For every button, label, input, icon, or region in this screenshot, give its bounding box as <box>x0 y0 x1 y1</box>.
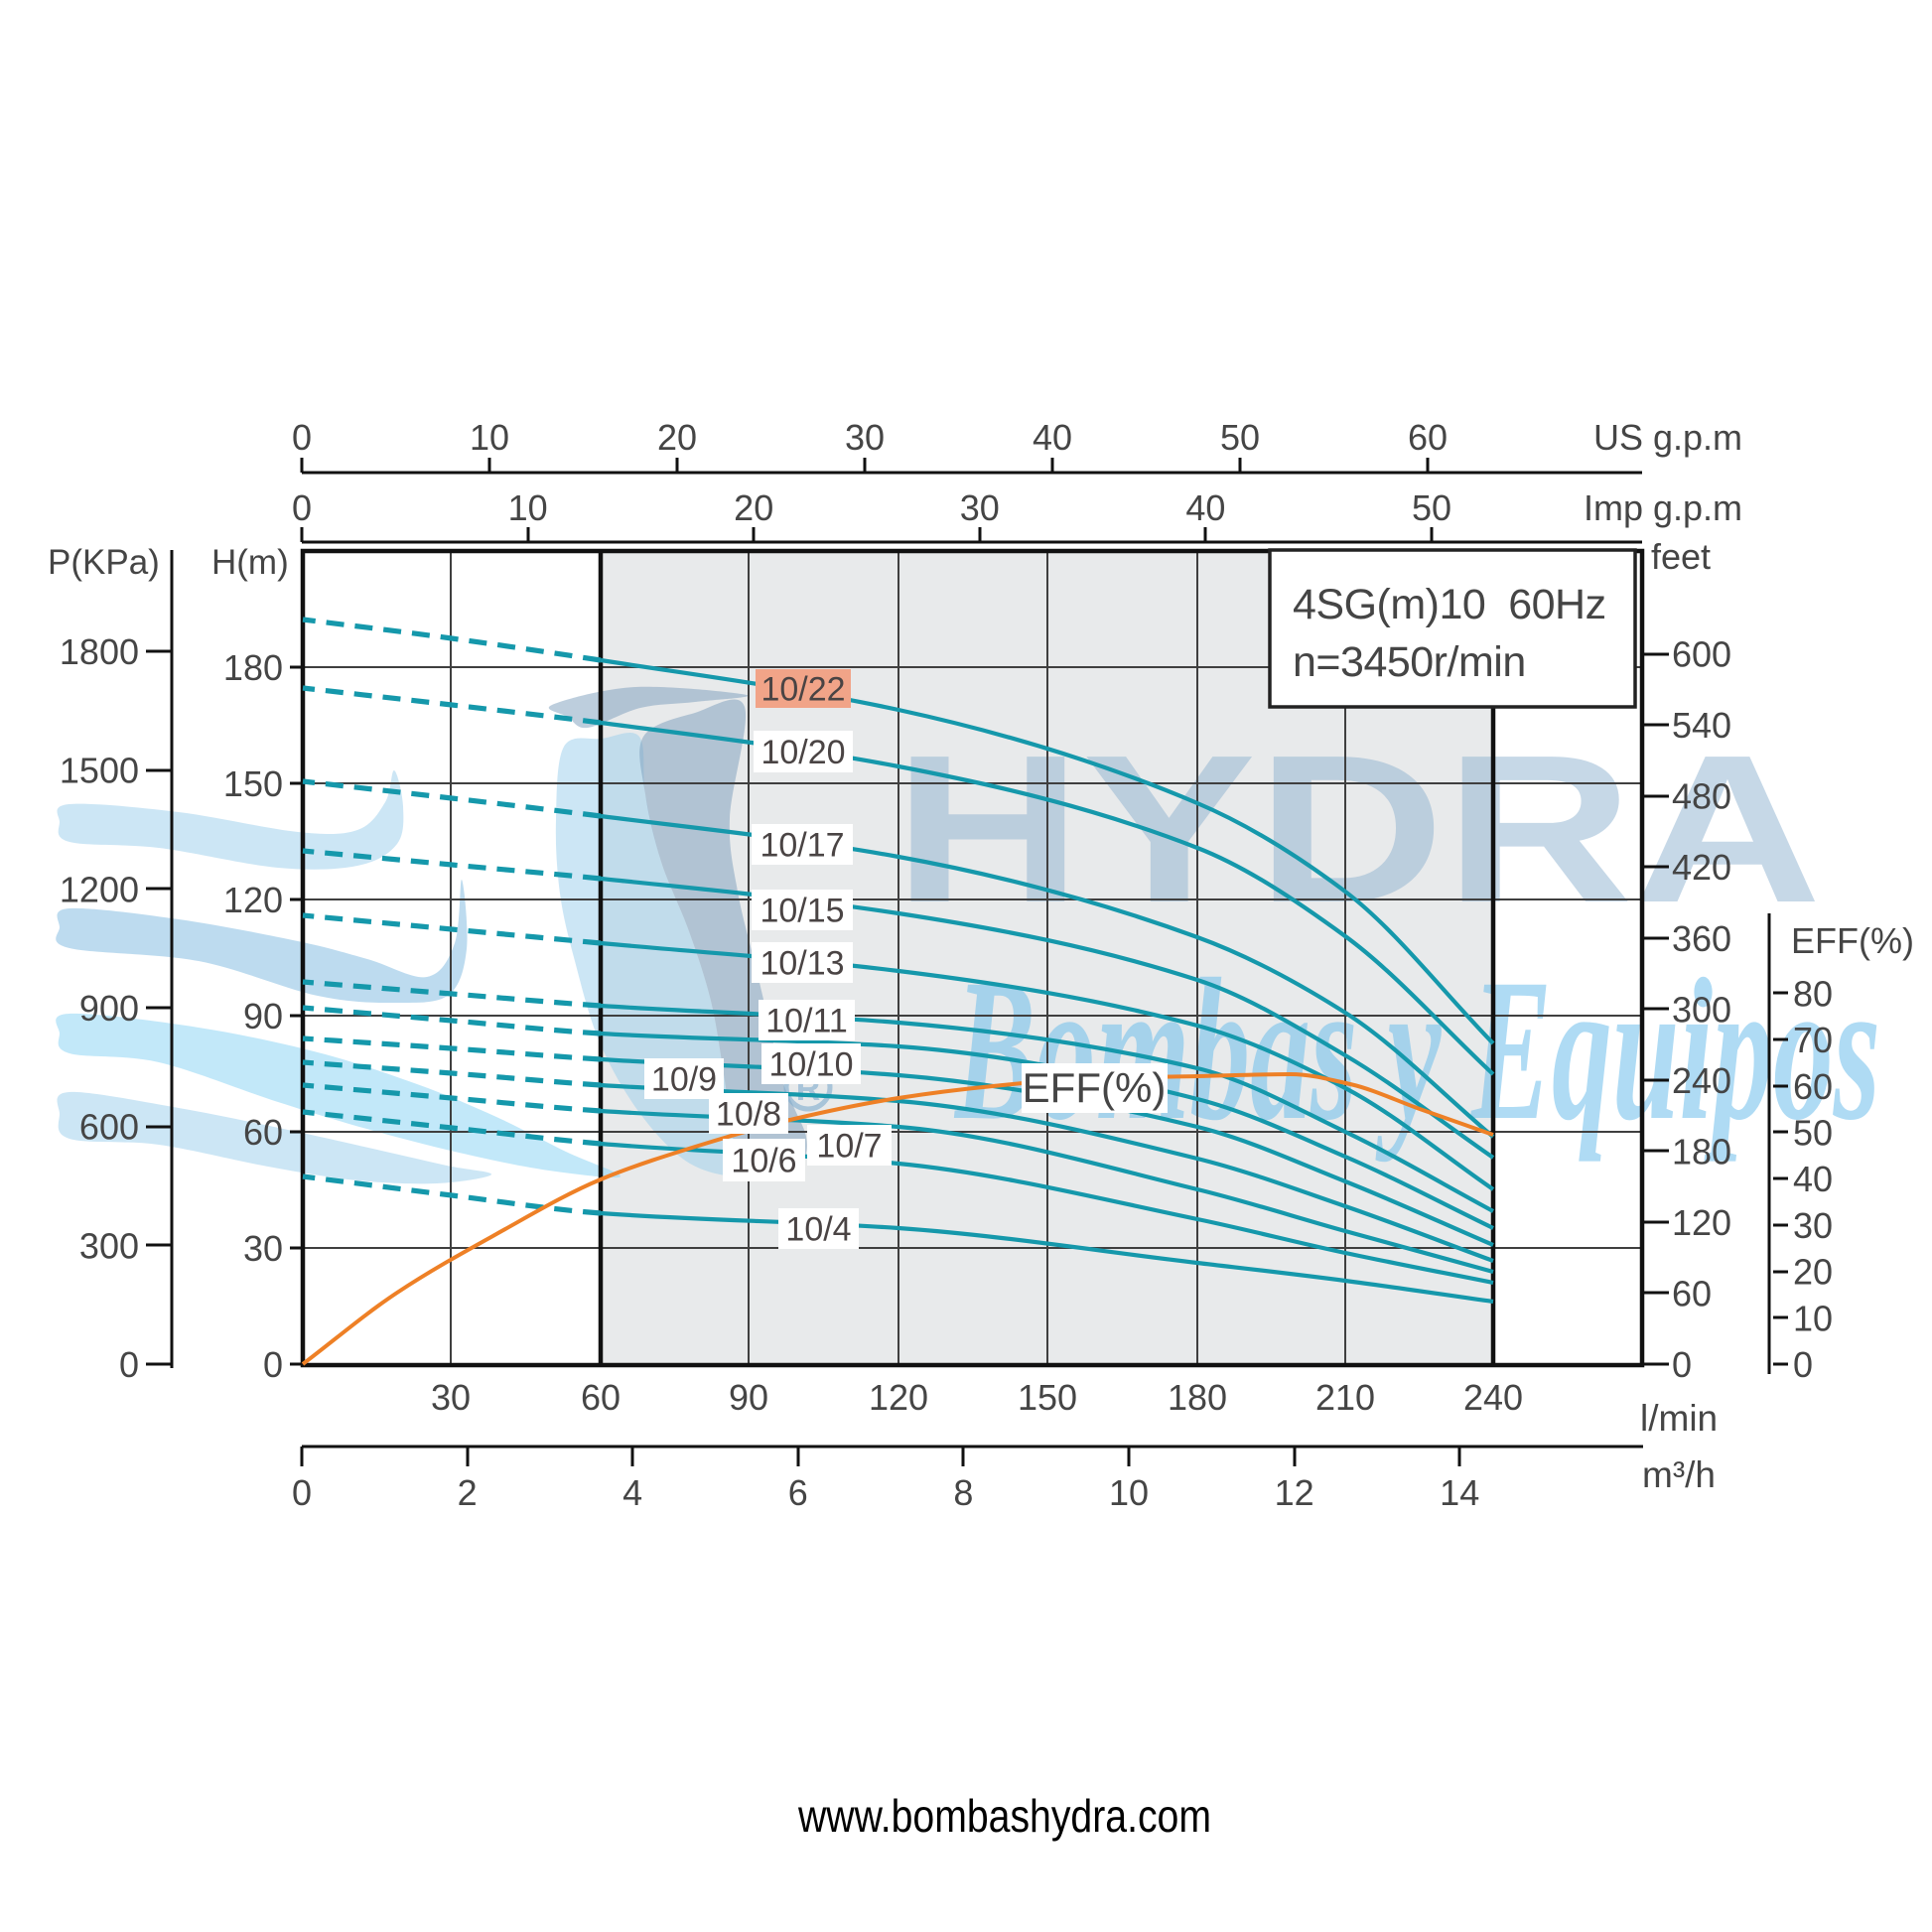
svg-text:40: 40 <box>1185 487 1225 528</box>
svg-text:0: 0 <box>292 487 312 528</box>
svg-text:10/17: 10/17 <box>759 827 844 865</box>
svg-text:10/4: 10/4 <box>785 1211 851 1249</box>
svg-text:12: 12 <box>1275 1472 1314 1513</box>
svg-text:10: 10 <box>508 487 548 528</box>
svg-text:m³/h: m³/h <box>1642 1454 1716 1495</box>
svg-text:10/20: 10/20 <box>760 734 845 771</box>
svg-text:EFF(%): EFF(%) <box>1791 920 1914 961</box>
svg-text:Imp g.p.m: Imp g.p.m <box>1584 487 1742 528</box>
svg-text:Bombas y Equipos: Bombas y Equipos <box>954 937 1880 1163</box>
svg-text:l/min: l/min <box>1640 1398 1718 1439</box>
svg-text:60: 60 <box>243 1112 283 1153</box>
svg-text:8: 8 <box>953 1472 973 1513</box>
svg-text:0: 0 <box>292 1472 312 1513</box>
svg-text:180: 180 <box>1168 1377 1227 1418</box>
svg-text:1500: 1500 <box>60 751 139 791</box>
svg-text:420: 420 <box>1672 847 1731 888</box>
svg-text:US g.p.m: US g.p.m <box>1593 417 1742 458</box>
svg-text:50: 50 <box>1220 417 1260 458</box>
svg-text:900: 900 <box>79 988 139 1029</box>
svg-text:300: 300 <box>79 1225 139 1266</box>
svg-text:feet: feet <box>1651 536 1711 577</box>
svg-text:14: 14 <box>1440 1472 1479 1513</box>
svg-text:50: 50 <box>1793 1113 1833 1154</box>
svg-text:10/13: 10/13 <box>759 945 844 983</box>
svg-text:www.bombashydra.com: www.bombashydra.com <box>797 1790 1211 1842</box>
svg-text:10/15: 10/15 <box>759 893 844 930</box>
svg-text:600: 600 <box>1672 634 1731 675</box>
svg-text:10/22: 10/22 <box>760 671 845 709</box>
svg-text:180: 180 <box>1672 1131 1731 1172</box>
svg-text:30: 30 <box>243 1228 283 1269</box>
svg-text:0: 0 <box>292 417 312 458</box>
svg-text:60: 60 <box>1408 417 1448 458</box>
svg-text:70: 70 <box>1793 1020 1833 1060</box>
svg-text:120: 120 <box>869 1377 928 1418</box>
svg-text:10: 10 <box>1109 1472 1149 1513</box>
svg-text:20: 20 <box>1793 1252 1833 1293</box>
svg-text:600: 600 <box>79 1107 139 1148</box>
svg-text:0: 0 <box>263 1344 283 1385</box>
svg-text:0: 0 <box>1672 1344 1692 1385</box>
svg-text:480: 480 <box>1672 776 1731 817</box>
svg-text:10/8: 10/8 <box>716 1096 781 1134</box>
svg-text:H(m): H(m) <box>211 543 289 582</box>
svg-text:120: 120 <box>223 880 283 920</box>
svg-text:6: 6 <box>788 1472 808 1513</box>
svg-text:0: 0 <box>1793 1344 1813 1385</box>
svg-text:10/10: 10/10 <box>768 1046 853 1084</box>
svg-text:10: 10 <box>1793 1298 1833 1338</box>
svg-text:300: 300 <box>1672 989 1731 1030</box>
svg-text:1200: 1200 <box>60 869 139 909</box>
svg-text:240: 240 <box>1672 1060 1731 1101</box>
svg-text:30: 30 <box>1793 1205 1833 1246</box>
svg-text:4: 4 <box>622 1472 642 1513</box>
svg-text:40: 40 <box>1033 417 1072 458</box>
svg-text:60: 60 <box>1672 1273 1712 1313</box>
svg-text:30: 30 <box>845 417 885 458</box>
svg-text:EFF(%): EFF(%) <box>1023 1064 1167 1111</box>
svg-text:20: 20 <box>734 487 773 528</box>
svg-text:n=3450r/min: n=3450r/min <box>1293 638 1526 686</box>
svg-text:10/7: 10/7 <box>816 1128 882 1166</box>
svg-text:210: 210 <box>1315 1377 1375 1418</box>
svg-text:60: 60 <box>1793 1066 1833 1107</box>
svg-text:10: 10 <box>470 417 509 458</box>
svg-text:360: 360 <box>1672 918 1731 959</box>
svg-text:60: 60 <box>581 1377 621 1418</box>
svg-text:10/9: 10/9 <box>651 1061 717 1099</box>
svg-text:10/11: 10/11 <box>765 1003 848 1040</box>
svg-text:150: 150 <box>223 763 283 804</box>
svg-text:1800: 1800 <box>60 631 139 672</box>
svg-text:4SG(m)10 60Hz: 4SG(m)10 60Hz <box>1293 581 1606 628</box>
svg-text:90: 90 <box>243 996 283 1036</box>
svg-text:80: 80 <box>1793 973 1833 1014</box>
svg-text:30: 30 <box>960 487 1000 528</box>
svg-text:240: 240 <box>1463 1377 1523 1418</box>
svg-text:50: 50 <box>1412 487 1451 528</box>
svg-text:0: 0 <box>119 1344 139 1385</box>
svg-text:120: 120 <box>1672 1202 1731 1243</box>
svg-text:10/6: 10/6 <box>731 1143 796 1180</box>
svg-text:40: 40 <box>1793 1159 1833 1199</box>
svg-text:20: 20 <box>657 417 697 458</box>
svg-text:90: 90 <box>729 1377 768 1418</box>
svg-text:180: 180 <box>223 647 283 688</box>
svg-text:150: 150 <box>1018 1377 1077 1418</box>
svg-text:30: 30 <box>431 1377 471 1418</box>
svg-text:540: 540 <box>1672 705 1731 746</box>
svg-text:2: 2 <box>458 1472 478 1513</box>
svg-text:P(KPa): P(KPa) <box>48 543 160 582</box>
